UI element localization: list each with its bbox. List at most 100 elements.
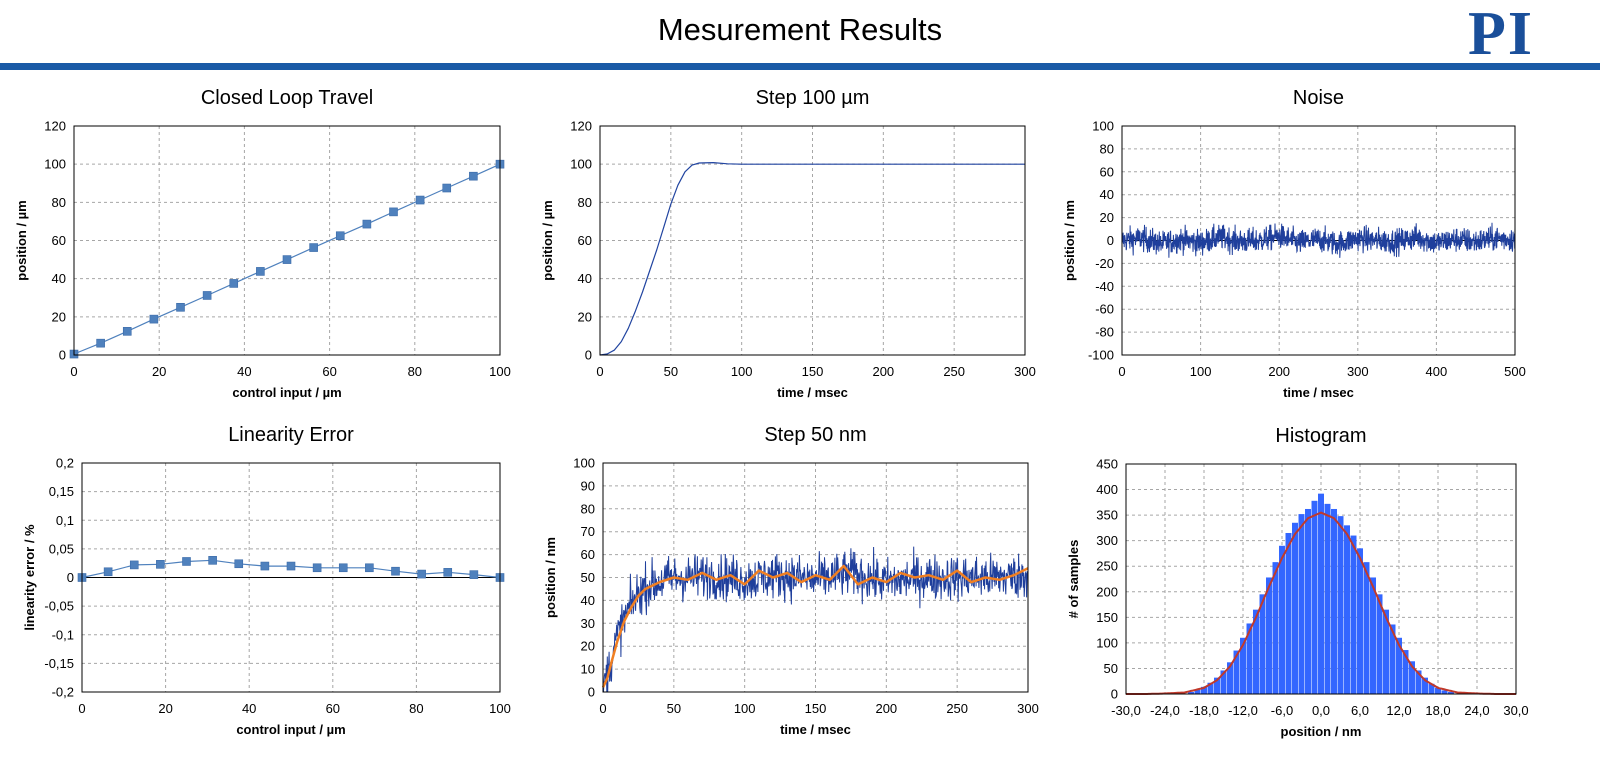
- chart-1-x-tick-label: 200: [872, 364, 894, 379]
- chart-0-y-tick-label: 120: [44, 119, 66, 134]
- chart-0-data-point: [122, 327, 132, 336]
- chart-3-data-point: [182, 557, 191, 566]
- chart-2-y-tick-label: -40: [1095, 279, 1114, 294]
- chart-3-x-tick-label: 40: [242, 701, 256, 716]
- chart-5-bar: [1311, 500, 1318, 694]
- chart-3-data-point: [391, 566, 400, 576]
- chart-5-bar: [1214, 677, 1220, 694]
- chart-5-bar: [1292, 522, 1298, 694]
- chart-5-x-tick-label: -12,0: [1228, 703, 1258, 718]
- chart-5-bar: [1337, 516, 1344, 694]
- chart-5-y-tick-label: 450: [1096, 457, 1118, 472]
- chart-0-y-tick-label: 60: [52, 233, 66, 248]
- chart-5-plot-area: [1126, 493, 1516, 695]
- chart-0-data-point: [469, 171, 478, 181]
- chart-1-y-tick-label: 100: [570, 157, 592, 172]
- chart-5-x-tick-label: -30,0: [1111, 703, 1141, 718]
- chart-5-bar: [1376, 594, 1383, 694]
- chart-5-y-tick-label: 150: [1096, 610, 1118, 625]
- chart-5-x-tick-label: 12,0: [1386, 703, 1411, 718]
- page-title: Mesurement Results: [657, 12, 943, 47]
- chart-4-x-tick-label: 300: [1017, 701, 1039, 716]
- chart-2-x-tick-label: 200: [1268, 364, 1290, 379]
- chart-1-y-tick-label: 80: [578, 195, 592, 210]
- chart-0-x-tick-label: 80: [408, 364, 422, 379]
- chart-0-data-point: [282, 255, 292, 264]
- chart-4-y-axis-label: position / nm: [543, 537, 558, 618]
- chart-2-x-tick-label: 100: [1190, 364, 1212, 379]
- chart-3-y-axis-label: linearity error / %: [22, 524, 37, 631]
- chart-3-data-point: [208, 556, 217, 565]
- chart-0-y-tick-label: 100: [44, 157, 66, 172]
- chart-5-bar: [1409, 661, 1415, 694]
- chart-5-bar: [1233, 650, 1240, 694]
- chart-0-data-point: [96, 338, 105, 348]
- chart-4-plot-area: [601, 546, 1029, 693]
- chart-2-plot-frame: [1121, 125, 1516, 356]
- chart-5-bar: [1396, 637, 1402, 694]
- chart-4-y-tick-label: 90: [581, 478, 595, 493]
- chart-3-data-point: [234, 559, 244, 569]
- chart-2-x-tick-label: 400: [1426, 364, 1448, 379]
- chart-1-y-tick-label: 0: [585, 348, 592, 363]
- chart-1-y-tick-label: 40: [578, 271, 592, 286]
- chart-5-bar: [1370, 577, 1376, 694]
- chart-3-title: Linearity Error: [228, 424, 354, 446]
- chart-5-bar: [1357, 548, 1363, 694]
- chart-0-data-point: [415, 195, 425, 205]
- chart-5-x-tick-label: -18,0: [1189, 703, 1219, 718]
- chart-0-data-point: [362, 219, 372, 229]
- chart-3-data-point: [469, 570, 479, 579]
- chart-0-data-point: [256, 267, 265, 276]
- chart-3-x-tick-label: 100: [489, 701, 511, 716]
- chart-5-fit-curve: [1126, 511, 1516, 695]
- chart-0-x-tick-label: 40: [237, 364, 251, 379]
- chart-1-x-tick-label: 250: [943, 364, 965, 379]
- chart-4-y-tick-label: 80: [581, 501, 595, 516]
- chart-1-x-tick-label: 100: [731, 364, 753, 379]
- chart-5-bar: [1298, 514, 1305, 694]
- chart-5-bar: [1279, 545, 1285, 694]
- chart-0-y-tick-label: 40: [52, 271, 66, 286]
- chart-5-bar: [1324, 503, 1331, 694]
- chart-5-bar: [1422, 677, 1428, 694]
- chart-4-y-tick-label: 100: [573, 456, 595, 471]
- chart-5-y-tick-label: 100: [1096, 635, 1118, 650]
- chart-5-bar: [1194, 689, 1201, 694]
- chart-4-y-tick-label: 10: [581, 662, 595, 677]
- chart-5-x-tick-label: 6,0: [1351, 703, 1369, 718]
- chart-2-y-tick-label: -80: [1095, 325, 1114, 340]
- chart-4-x-tick-label: 150: [805, 701, 827, 716]
- chart-5-y-tick-label: 50: [1104, 661, 1118, 676]
- chart-3-data-point: [260, 561, 270, 571]
- chart-1-y-axis-label: position / µm: [540, 200, 555, 280]
- chart-2-y-tick-label: 20: [1100, 210, 1114, 225]
- chart-1-x-tick-label: 150: [802, 364, 824, 379]
- chart-4-y-tick-label: 0: [588, 685, 595, 700]
- chart-5-x-tick-label: -24,0: [1150, 703, 1180, 718]
- chart-3-data-point: [156, 560, 165, 569]
- chart-5-bar: [1266, 577, 1272, 694]
- chart-1-series-line: [599, 162, 1025, 356]
- chart-0-x-tick-label: 100: [489, 364, 511, 379]
- chart-5-x-tick-label: 0,0: [1312, 703, 1330, 718]
- chart-3-plot-frame: [81, 462, 501, 693]
- chart-0-data-point: [389, 207, 398, 217]
- chart-4-y-tick-label: 60: [581, 547, 595, 562]
- chart-5-bar: [1344, 525, 1350, 694]
- chart-0-data-point: [176, 302, 185, 312]
- chart-1-x-tick-label: 0: [596, 364, 603, 379]
- chart-2-plot-area: [1121, 222, 1516, 258]
- chart-3-x-tick-label: 20: [158, 701, 172, 716]
- chart-3-data-point: [103, 567, 113, 577]
- chart-5-bar: [1331, 508, 1337, 694]
- chart-1-x-tick-label: 50: [664, 364, 678, 379]
- chart-5-bar: [1415, 670, 1422, 694]
- chart-2-y-tick-label: -100: [1088, 348, 1114, 363]
- chart-2-y-tick-label: 0: [1107, 233, 1114, 248]
- chart-5-y-tick-label: 400: [1096, 482, 1118, 497]
- chart-step-50nm: Step 50 nm 0 10 20 30 40 50 60 70 80 90 100 0 50 100 15…: [543, 424, 1039, 737]
- chart-5-bar: [1188, 691, 1194, 694]
- chart-2-x-tick-label: 0: [1118, 364, 1125, 379]
- chart-3-data-point: [417, 569, 426, 579]
